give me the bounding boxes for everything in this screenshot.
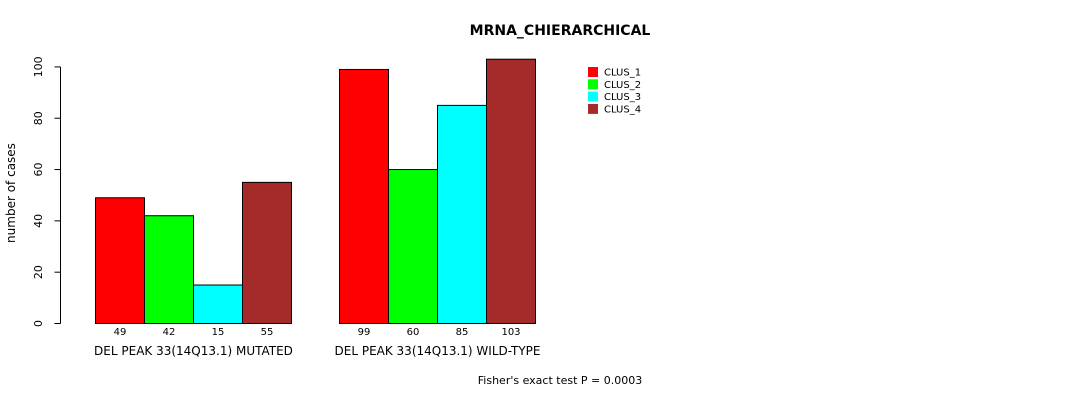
y-axis-label: number of cases: [4, 143, 18, 243]
y-tick-label: 0: [32, 320, 45, 327]
bar-value-label: 49: [114, 327, 127, 338]
legend-swatch: [588, 67, 598, 77]
legend-label: CLUS_1: [604, 68, 641, 79]
bar-value-label: 15: [212, 327, 225, 338]
fisher-test-annotation: Fisher's exact test P = 0.0003: [478, 374, 642, 387]
legend-label: CLUS_2: [604, 80, 641, 91]
bar: [486, 58, 536, 325]
y-tick-label: 100: [32, 56, 45, 77]
bar-value-label: 99: [358, 327, 371, 338]
legend-swatch: [588, 79, 598, 90]
x-category-label: DEL PEAK 33(14Q13.1) WILD-TYPE: [335, 344, 541, 358]
bar: [437, 104, 487, 324]
legend-label: CLUS_3: [604, 92, 641, 103]
bars: [95, 58, 536, 325]
y-tick-label: 20: [32, 265, 45, 279]
x-category-label: DEL PEAK 33(14Q13.1) MUTATED: [94, 344, 293, 358]
legend-swatch: [588, 103, 598, 114]
bar: [339, 68, 389, 324]
bar: [242, 181, 292, 324]
bar-value-label: 42: [163, 327, 176, 338]
bar: [193, 284, 243, 325]
group-labels: DEL PEAK 33(14Q13.1) MUTATED DEL PEAK 33(…: [94, 344, 540, 358]
y-axis: 0 20 40 60 80 100: [32, 56, 61, 327]
y-tick-label: 40: [32, 214, 45, 228]
bar-value-label: 85: [456, 327, 469, 338]
chart-title: MRNA_CHIERARCHICAL: [470, 23, 651, 39]
value-labels: 49 42 15 55 99 60 85 103: [114, 327, 521, 338]
bar: [144, 215, 194, 324]
legend-label: CLUS_4: [604, 104, 641, 115]
y-tick-label: 80: [32, 111, 45, 125]
bar-value-label: 60: [407, 327, 420, 338]
bar-value-label: 55: [261, 327, 274, 338]
bar: [95, 197, 145, 325]
y-tick-label: 60: [32, 163, 45, 177]
legend-swatch: [588, 91, 598, 102]
bar: [388, 169, 438, 324]
bar-value-label: 103: [501, 327, 520, 338]
